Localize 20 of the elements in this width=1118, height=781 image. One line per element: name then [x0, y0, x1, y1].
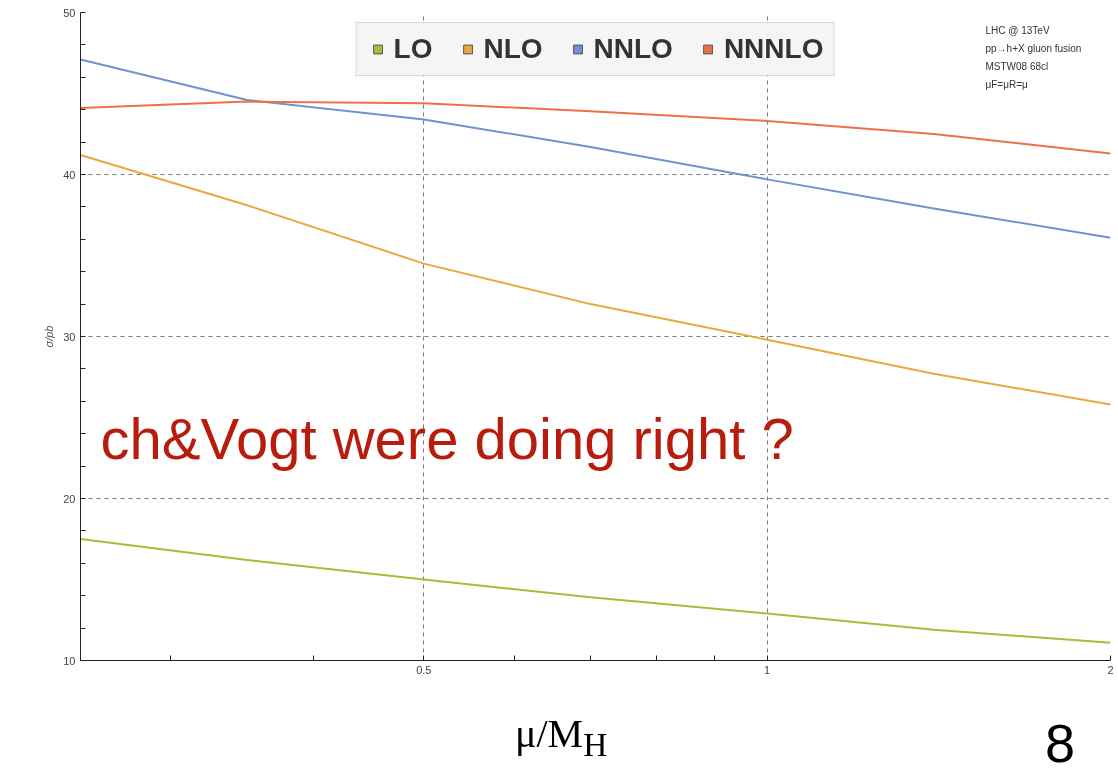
legend-label: LO [393, 33, 433, 65]
legend-label: NLO [483, 33, 543, 65]
x-tick-label: 0.5 [416, 663, 432, 676]
y-axis-title: σ/pb [43, 325, 56, 348]
annotation: ch&Vogt were doing right ? [100, 405, 794, 471]
y-tick-label: 10 [63, 654, 76, 667]
y-tick-label: 20 [63, 492, 76, 505]
y-tick-label: 40 [63, 168, 76, 181]
annotation: pp→h+X gluon fusion [985, 42, 1082, 54]
y-tick-label: 30 [63, 330, 76, 343]
legend-label: NNNLO [723, 33, 824, 65]
y-tick-label: 50 [63, 6, 76, 19]
x-tick-label: 1 [764, 663, 771, 676]
text: 8 [1045, 712, 1076, 775]
x-tick-label: 2 [1107, 663, 1114, 676]
annotation: μF=μR=μ [985, 78, 1029, 90]
legend-label: NNLO [593, 33, 673, 65]
annotation: MSTW08 68cl [985, 60, 1049, 72]
x-axis-title: μ/M$_{H}$ [515, 710, 608, 765]
annotation: LHC @ 13TeV [985, 24, 1050, 36]
